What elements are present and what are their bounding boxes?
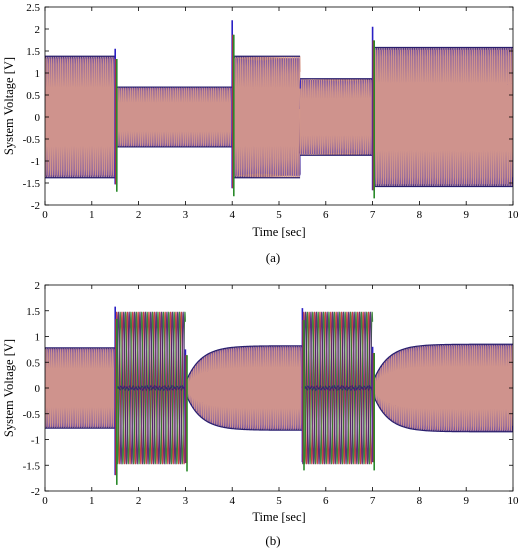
y-tick-label: -2 xyxy=(31,486,40,498)
y-tick-label: 0 xyxy=(35,383,41,395)
waveform-trace xyxy=(45,58,116,176)
x-tick-label: 7 xyxy=(370,209,376,221)
waveform-segment xyxy=(114,86,233,148)
waveform-trace xyxy=(299,78,374,156)
waveform-trace xyxy=(114,88,233,146)
x-tick-label: 9 xyxy=(463,495,469,507)
x-tick-label: 8 xyxy=(417,209,423,221)
waveform-trace xyxy=(184,347,303,429)
waveform-segment xyxy=(231,55,301,179)
x-tick-label: 3 xyxy=(183,495,189,507)
x-tick-label: 6 xyxy=(323,209,329,221)
waveform-trace xyxy=(45,349,116,427)
y-tick-label: 1 xyxy=(35,68,41,80)
x-axis-label-a: Time [sec] xyxy=(252,225,305,239)
x-tick-label: 5 xyxy=(276,209,282,221)
waveform-segment xyxy=(45,55,116,179)
y-tick-label: -1 xyxy=(31,156,40,168)
x-tick-label: 10 xyxy=(508,209,520,221)
x-tick-label: 1 xyxy=(89,209,95,221)
x-tick-label: 1 xyxy=(89,495,95,507)
waveform-trace xyxy=(45,349,116,427)
waveform-envelope-edge xyxy=(184,345,303,384)
y-tick-label: -0.5 xyxy=(23,409,41,421)
x-tick-label: 4 xyxy=(229,495,235,507)
waveform-trace xyxy=(301,384,374,392)
waveform-trace xyxy=(231,56,301,178)
waveform-trace xyxy=(114,311,186,465)
waveform-segment xyxy=(301,311,374,465)
x-tick-label: 2 xyxy=(136,495,142,507)
waveform-trace xyxy=(372,49,513,185)
waveform-trace xyxy=(372,345,513,431)
x-tick-label: 2 xyxy=(136,209,142,221)
waveform-trace xyxy=(114,384,187,392)
waveform-envelope-edge xyxy=(184,392,303,431)
x-tick-label: 6 xyxy=(323,495,329,507)
y-tick-label: -1.5 xyxy=(23,178,41,190)
x-tick-label: 10 xyxy=(508,495,520,507)
x-tick-label: 7 xyxy=(370,495,376,507)
waveform-trace xyxy=(372,49,513,185)
plot-area-a xyxy=(45,20,513,199)
x-tick-label: 8 xyxy=(417,495,423,507)
y-tick-label: 2 xyxy=(35,24,41,36)
waveform-segment xyxy=(184,345,303,431)
waveform-trace xyxy=(45,58,116,176)
y-tick-label: 0.5 xyxy=(26,357,40,369)
y-tick-label: -1.5 xyxy=(23,460,41,472)
panel-b: 0 1 2 3 4 5 6 7 8 9 10 -2 -1.5 -1 -0.5 0 0.5 1 1.5 2 Time … xyxy=(2,280,519,548)
waveform-envelope-edge xyxy=(372,343,513,383)
panel-a: 0 1 2 3 4 5 6 7 8 9 10 -2 -1.5 -1 -0.5 0 0.5 1 1.5 2 2.5 Ti… xyxy=(2,2,519,265)
x-tick-label: 9 xyxy=(463,209,469,221)
y-axis-label-b: System Voltage [V] xyxy=(2,339,16,437)
caption-b: (b) xyxy=(265,533,280,548)
x-tick-label: 4 xyxy=(229,209,235,221)
x-axis-a: 0 1 2 3 4 5 6 7 8 9 10 xyxy=(42,7,519,221)
waveform-segment xyxy=(372,343,513,433)
waveform-trace xyxy=(372,345,513,431)
y-tick-label: 1.5 xyxy=(26,306,40,318)
y-tick-label: 1 xyxy=(35,332,41,344)
waveform-segment xyxy=(114,311,187,465)
x-axis-b: 0 1 2 3 4 5 6 7 8 9 10 xyxy=(42,285,519,507)
y-tick-label: 0.5 xyxy=(26,90,40,102)
y-tick-label: 2.5 xyxy=(26,2,40,14)
y-tick-label: 0 xyxy=(35,112,41,124)
waveform-envelope-edge xyxy=(372,393,513,433)
y-axis-label-a: System Voltage [V] xyxy=(2,57,16,155)
y-tick-label: 2 xyxy=(35,280,41,292)
caption-a: (a) xyxy=(266,250,280,265)
x-tick-label: 0 xyxy=(42,495,48,507)
x-tick-label: 5 xyxy=(276,495,282,507)
waveform-trace xyxy=(301,311,374,465)
y-tick-label: -1 xyxy=(31,435,40,447)
x-tick-label: 0 xyxy=(42,209,48,221)
y-axis-b: -2 -1.5 -1 -0.5 0 0.5 1 1.5 2 xyxy=(23,280,513,498)
y-tick-label: 1.5 xyxy=(26,46,40,58)
waveform-segment xyxy=(45,347,116,429)
waveform-segment xyxy=(372,46,513,188)
x-axis-label-b: Time [sec] xyxy=(252,510,305,524)
x-tick-label: 3 xyxy=(183,209,189,221)
y-tick-label: -2 xyxy=(31,200,40,212)
y-tick-label: -0.5 xyxy=(23,134,41,146)
plot-area-b xyxy=(45,306,513,485)
waveform-segment xyxy=(299,78,374,156)
y-axis-a: -2 -1.5 -1 -0.5 0 0.5 1 1.5 2 2.5 xyxy=(23,2,513,212)
